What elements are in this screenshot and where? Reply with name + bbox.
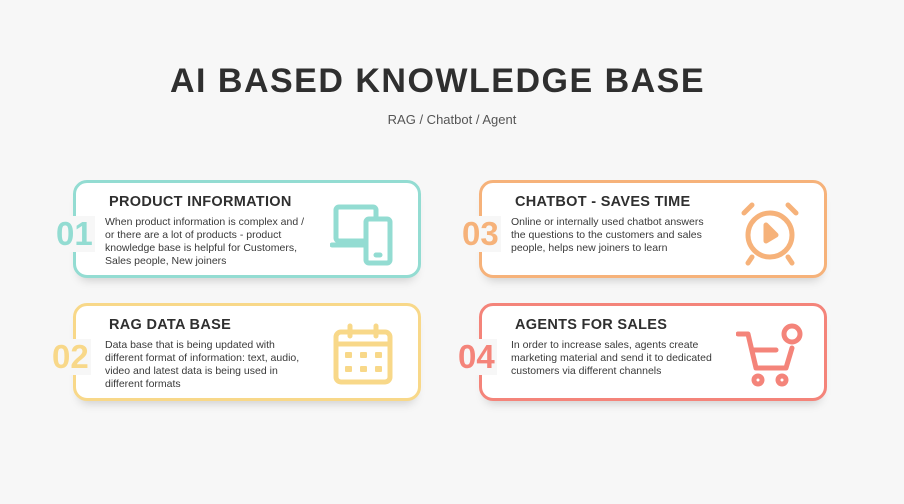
card-description: Online or internally used chatbot answer…: [511, 216, 704, 254]
card-rag-data-base: 02 RAG DATA BASE Data base that is being…: [50, 303, 421, 401]
cart-icon: [736, 323, 803, 387]
card-description: When product information is complex and …: [105, 216, 305, 267]
card-heading: CHATBOT - SAVES TIME: [515, 194, 691, 210]
card-description: Data base that is being updated with dif…: [105, 339, 300, 390]
card-product-information: 01 PRODUCT INFORMATION When product info…: [54, 180, 421, 278]
devices-icon: [330, 204, 393, 266]
card-number: 04: [456, 338, 497, 375]
calendar-icon: [333, 323, 393, 385]
card-chatbot-saves-time: 03 CHATBOT - SAVES TIME Online or intern…: [460, 180, 827, 278]
card-number: 03: [460, 215, 501, 252]
card-heading: RAG DATA BASE: [109, 317, 232, 333]
page-title: AI BASED KNOWLEDGE BASE: [169, 62, 706, 100]
card-description: In order to increase sales, agents creat…: [511, 339, 712, 377]
card-number: 02: [50, 338, 91, 375]
card-number: 01: [54, 215, 95, 252]
alarm-clock-icon: [741, 202, 799, 266]
card-agents-for-sales: 04 AGENTS FOR SALES In order to increase…: [456, 303, 827, 401]
card-heading: PRODUCT INFORMATION: [109, 194, 292, 210]
page-subtitle: RAG / Chatbot / Agent: [387, 112, 517, 127]
card-heading: AGENTS FOR SALES: [515, 317, 668, 333]
